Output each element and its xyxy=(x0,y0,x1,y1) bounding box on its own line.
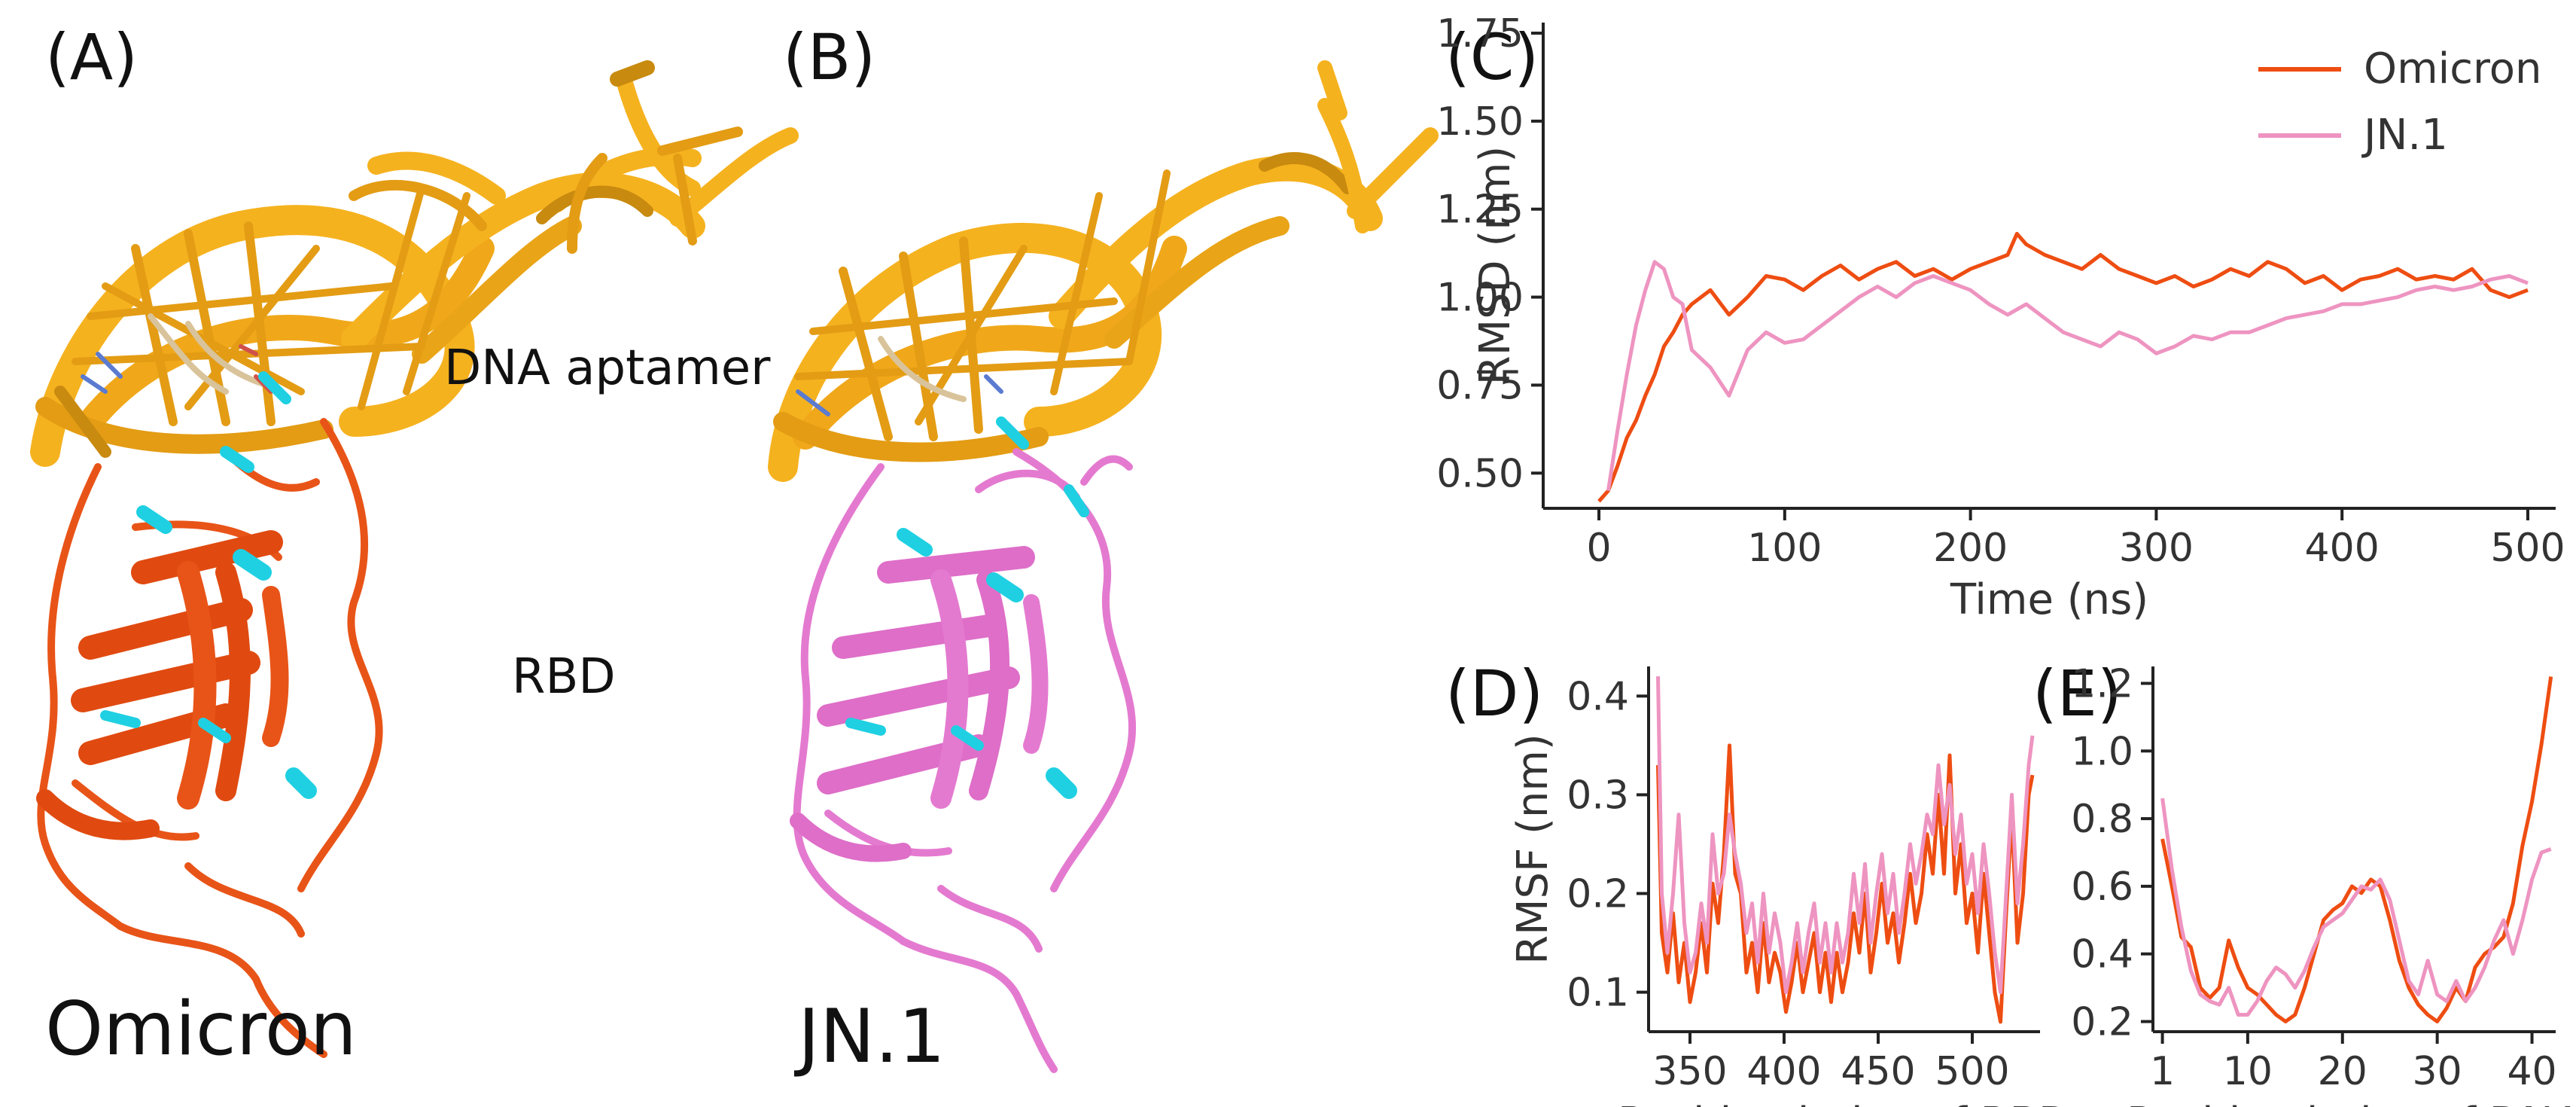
series-line-jn-1 xyxy=(2160,797,2552,1017)
jn1-rbd-illustration xyxy=(790,416,1137,1073)
x-tick-label: 350 xyxy=(1652,1049,1727,1094)
panel-a-variant-name: Omicron xyxy=(45,987,357,1072)
y-tick-label: 0.4 xyxy=(2071,932,2133,977)
chart-panel-label: (D) xyxy=(1445,657,1543,730)
x-tick-label: 10 xyxy=(2223,1049,2273,1094)
x-axis-label: Residue index of RBD xyxy=(1618,1099,2071,1107)
x-tick-label: 400 xyxy=(1746,1049,1821,1094)
chart-c-rmsd: (C) 0 100 200 300 400 500 0.50 0.75 1.00 1.25 1.50 1… xyxy=(1436,11,2565,624)
chart-e-rmsf-dna: (E) 1 10 20 30 40 0.2 0.4 0.6 0.8 1.0 1.2 Residue in… xyxy=(2032,657,2576,1107)
x-tick-label: 0 xyxy=(1586,526,1611,571)
y-axis-label: RMSD (nm) xyxy=(1471,146,1520,385)
y-tick-label: 0.4 xyxy=(1567,674,1629,719)
x-tick-label: 400 xyxy=(2305,526,2380,571)
legend-label: Omicron xyxy=(2364,44,2542,93)
x-tick-label: 100 xyxy=(1747,526,1822,571)
x-axis-label: Time (ns) xyxy=(1950,575,2148,624)
y-tick-label: 1.50 xyxy=(1436,99,1524,145)
panel-b-label: (B) xyxy=(783,20,875,94)
y-tick-label: 1.2 xyxy=(2071,661,2133,706)
x-tick-label: 450 xyxy=(1841,1049,1915,1094)
omicron-rbd-illustration xyxy=(36,371,383,1058)
series-line-jn-1 xyxy=(1606,260,2529,491)
panel-a-structure: (A) xyxy=(30,20,799,1072)
chart-panel-label: (C) xyxy=(1445,20,1539,94)
y-tick-label: 0.75 xyxy=(1436,363,1524,408)
y-tick-label: 0.2 xyxy=(1567,871,1629,916)
y-tick-label: 1.25 xyxy=(1436,188,1524,233)
omicron-dna-aptamer-illustration xyxy=(30,60,799,467)
panel-b-structure: (B) xyxy=(768,20,1439,1080)
x-tick-label: 20 xyxy=(2318,1049,2367,1094)
y-tick-label: 1.75 xyxy=(1436,11,1524,56)
chart-d-rmsf-rbd: (D) 350 400 450 500 0.1 0.2 0.3 0.4 Residue index… xyxy=(1445,657,2071,1107)
series-line-jn-1 xyxy=(1656,676,2035,995)
series-line-omicron xyxy=(1656,743,2035,1024)
legend-label: JN.1 xyxy=(2361,111,2448,160)
panel-b-variant-name: JN.1 xyxy=(793,994,945,1080)
y-tick-label: 1.0 xyxy=(2071,729,2133,774)
y-tick-label: 1.00 xyxy=(1436,276,1524,321)
chart-panel-label: (E) xyxy=(2032,657,2122,730)
y-tick-label: 0.50 xyxy=(1436,451,1524,496)
y-tick-label: 0.2 xyxy=(2071,1000,2133,1045)
x-tick-label: 200 xyxy=(1933,526,2008,571)
series-line-omicron xyxy=(1597,231,2529,503)
series-line-omicron xyxy=(2160,676,2553,1023)
y-tick-label: 0.1 xyxy=(1567,971,1629,1016)
y-tick-label: 0.8 xyxy=(2071,797,2133,842)
x-tick-label: 40 xyxy=(2507,1049,2556,1094)
x-tick-label: 1 xyxy=(2150,1049,2175,1094)
jn1-dna-aptamer-illustration xyxy=(768,60,1439,482)
x-tick-label: 500 xyxy=(2490,526,2565,571)
x-tick-label: 300 xyxy=(2119,526,2194,571)
x-axis-label: Residue index of DNA xyxy=(2127,1099,2576,1107)
y-axis-label: RMSF (nm) xyxy=(1509,733,1557,965)
x-tick-label: 30 xyxy=(2413,1049,2462,1094)
x-tick-label: 500 xyxy=(1935,1049,2009,1094)
panel-a-label: (A) xyxy=(45,20,138,94)
dna-aptamer-label: DNA aptamer xyxy=(444,340,771,396)
rbd-label: RBD xyxy=(512,649,616,705)
y-tick-label: 0.3 xyxy=(1567,773,1629,818)
y-tick-label: 0.6 xyxy=(2071,865,2133,910)
